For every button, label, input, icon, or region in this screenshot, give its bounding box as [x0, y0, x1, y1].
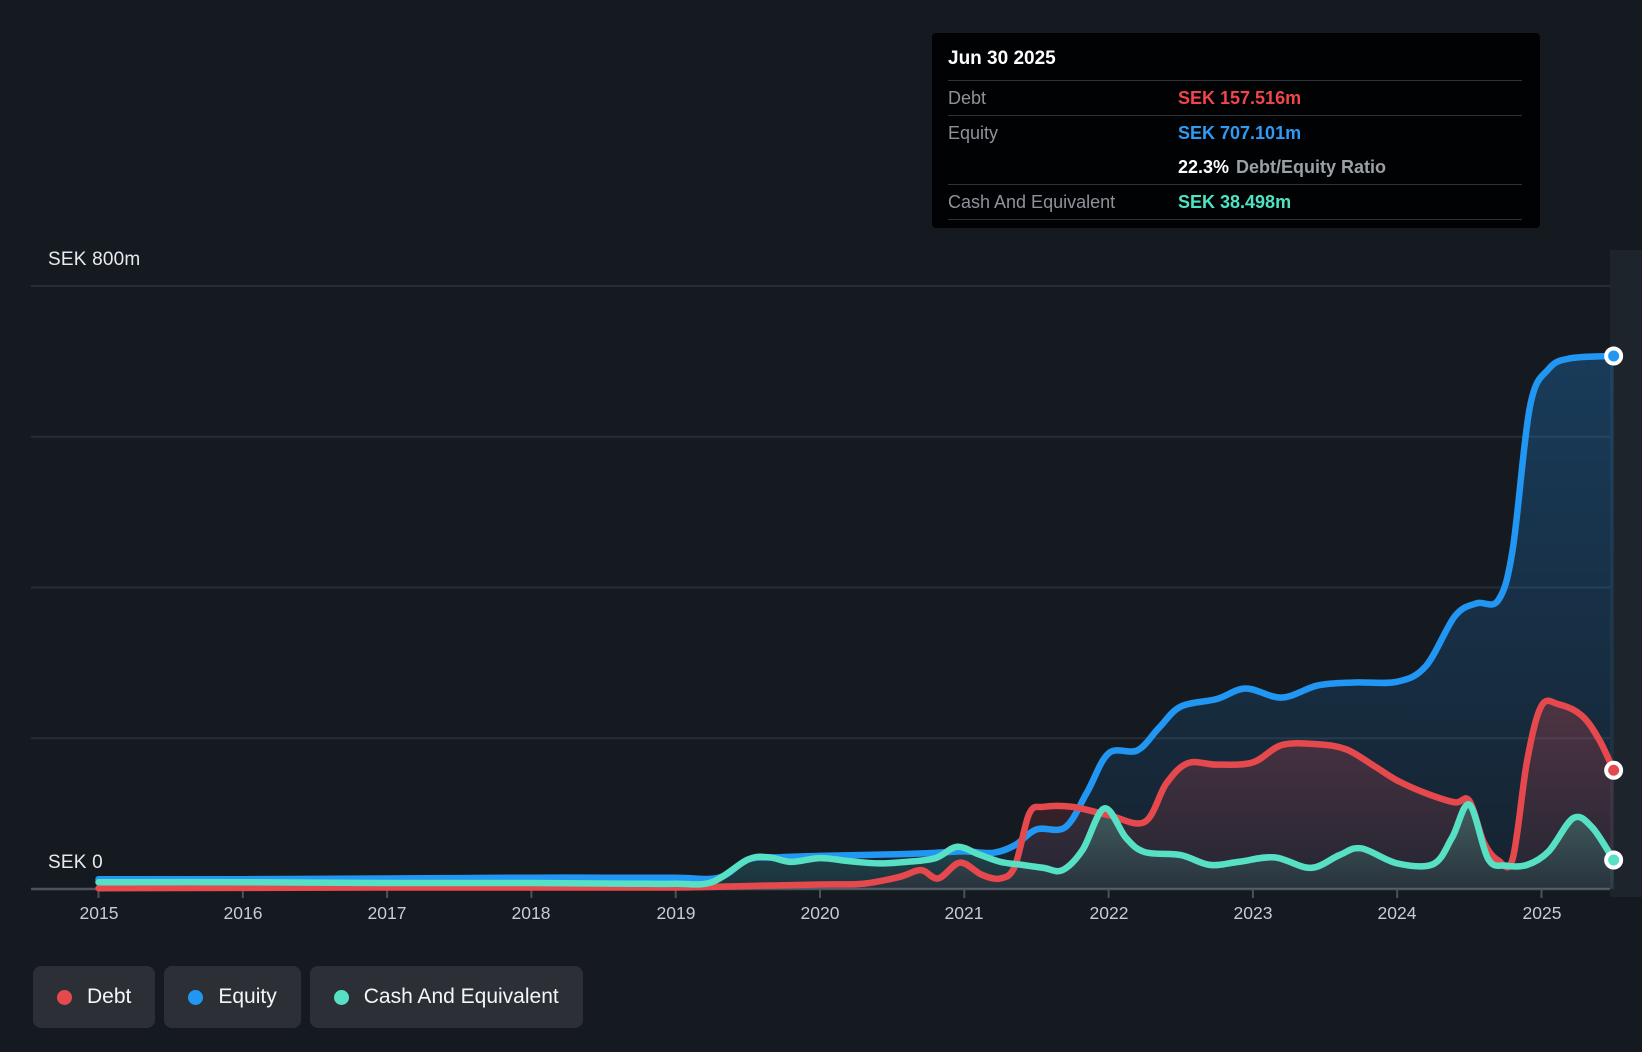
tooltip-value-debt: SEK 157.516m	[1178, 87, 1302, 108]
tooltip-value-cash: SEK 38.498m	[1178, 191, 1292, 212]
tooltip-row-cash: Cash And Equivalent SEK 38.498m	[948, 185, 1522, 220]
cash-dot-icon	[333, 989, 349, 1005]
cash-and-equivalent-endpoint-marker	[1604, 850, 1624, 870]
legend-label-equity: Equity	[218, 985, 277, 1008]
x-axis-label-2018: 2018	[511, 903, 551, 923]
tooltip-row-equity: Equity SEK 707.101m	[948, 116, 1522, 150]
legend-label-cash: Cash And Equivalent	[363, 985, 559, 1008]
tooltip-label-equity: Equity	[948, 122, 999, 143]
tooltip-date: Jun 30 2025	[948, 46, 1522, 81]
legend-item-equity[interactable]: Equity	[164, 966, 301, 1028]
x-axis-label-2020: 2020	[800, 903, 840, 923]
x-axis-label-2015: 2015	[79, 903, 119, 923]
legend: Debt Equity Cash And Equivalent	[33, 966, 583, 1028]
tooltip-value-equity: SEK 707.101m	[1178, 122, 1302, 143]
tooltip-label-debt: Debt	[948, 87, 987, 108]
tooltip: Jun 30 2025 Debt SEK 157.516m Equity SEK…	[932, 33, 1540, 228]
cash-and-equivalent-area	[98, 804, 1614, 889]
debt-line	[95, 697, 1617, 892]
y-axis-label-800m: SEK 800m	[48, 249, 141, 270]
cash-and-equivalent-line	[95, 801, 1617, 888]
equity-dot-icon	[188, 989, 204, 1005]
tooltip-ratio-label: Debt/Equity Ratio	[1236, 156, 1387, 177]
debt-area	[98, 700, 1614, 889]
equity-area	[98, 356, 1614, 889]
x-axis-label-2019: 2019	[656, 903, 696, 923]
tooltip-row-debt: Debt SEK 157.516m	[948, 81, 1522, 116]
x-axis-label-2025: 2025	[1522, 903, 1562, 923]
x-axis-label-2017: 2017	[367, 903, 407, 923]
x-axis-label-2016: 2016	[223, 903, 263, 923]
debt-dot-icon	[57, 989, 72, 1005]
x-axis-label-2021: 2021	[944, 903, 984, 923]
x-axis-label-2024: 2024	[1377, 903, 1417, 923]
tooltip-label-cash: Cash And Equivalent	[948, 191, 1116, 212]
legend-label-debt: Debt	[87, 985, 132, 1008]
x-axis-label-2023: 2023	[1233, 903, 1273, 923]
equity-endpoint-marker	[1604, 346, 1624, 366]
legend-item-debt[interactable]: Debt	[33, 966, 156, 1028]
tooltip-row-ratio: 22.3% Debt/Equity Ratio	[948, 150, 1522, 185]
equity-line	[95, 352, 1617, 883]
debt-endpoint-marker	[1604, 760, 1624, 780]
y-axis-label-0: SEK 0	[48, 852, 103, 873]
tooltip-ratio-value: 22.3%	[1178, 156, 1230, 177]
x-axis-label-2022: 2022	[1089, 903, 1129, 923]
legend-item-cash[interactable]: Cash And Equivalent	[309, 966, 583, 1028]
